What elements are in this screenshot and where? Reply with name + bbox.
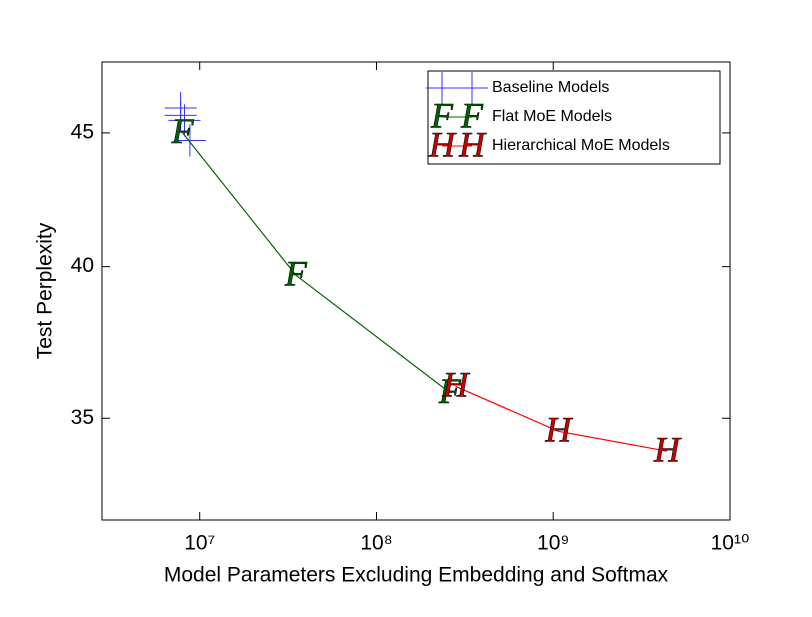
marker (168, 104, 201, 137)
legend-marker: H (428, 124, 457, 164)
legend-label: Flat MoE Models (492, 108, 612, 125)
legend-label: Hierarchical MoE Models (492, 137, 670, 154)
y-tick-label: 45 (71, 120, 94, 143)
x-tick-label: 10¹⁰ (711, 532, 750, 555)
legend-marker: F (460, 95, 484, 135)
marker: H (653, 429, 682, 469)
x-tick-label: 10⁷ (184, 532, 215, 555)
y-tick-label: 40 (71, 254, 94, 277)
y-tick-label: 35 (71, 406, 94, 429)
marker: H (442, 365, 471, 405)
marker: F (171, 111, 195, 151)
marker (173, 124, 206, 157)
y-axis-label: Test Perplexity (34, 222, 57, 359)
marker: H (544, 410, 573, 450)
x-tick-label: 10⁸ (360, 532, 392, 555)
x-axis-label: Model Parameters Excluding Embedding and… (164, 564, 669, 587)
legend-marker: H (458, 124, 487, 164)
legend-marker (456, 72, 488, 104)
marker (164, 99, 197, 132)
plot-frame (101, 61, 731, 521)
legend-marker: F (430, 95, 454, 135)
x-tick-label: 10⁹ (537, 532, 569, 555)
series-line (455, 385, 668, 452)
marker: F (438, 371, 462, 411)
legend-marker (426, 72, 458, 104)
legend-label: Baseline Models (492, 79, 609, 96)
series-line (182, 132, 451, 394)
legend-box (427, 70, 721, 165)
marker: F (284, 253, 308, 293)
